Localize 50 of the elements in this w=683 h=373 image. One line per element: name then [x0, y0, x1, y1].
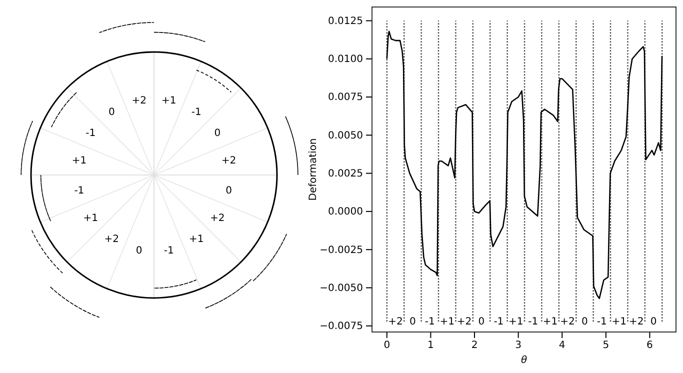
annotation: +2 [560, 316, 575, 328]
annotation: -1 [528, 316, 538, 328]
y-axis-title: Deformation [308, 138, 319, 201]
annotation: +1 [612, 316, 626, 328]
annotation: 0 [478, 316, 485, 328]
text: -1 [86, 128, 96, 140]
text: +2 [210, 212, 225, 224]
x-tick-label: 5 [602, 340, 610, 352]
text: 0 [108, 107, 115, 118]
annotation: -1 [494, 316, 504, 328]
text: +2 [132, 96, 146, 107]
annotation: +2 [388, 316, 403, 328]
text: +2 [221, 156, 236, 167]
text: -1 [74, 185, 84, 196]
text: +1 [83, 212, 98, 224]
x-tick-label: 1 [428, 340, 434, 352]
annotation: -1 [596, 316, 607, 328]
y-tick-label: 0.0075 [328, 92, 363, 104]
x-tick-label: 2 [471, 340, 478, 352]
y-tick-label: −0.0025 [320, 244, 363, 256]
x-axis-title: θ [520, 355, 528, 366]
text: +1 [72, 156, 87, 167]
text: 0 [136, 245, 142, 256]
annotation: +2 [628, 316, 644, 328]
annotation: +1 [508, 316, 524, 328]
text: +1 [162, 96, 176, 107]
text: +1 [188, 234, 204, 245]
text: -1 [191, 107, 202, 118]
x-tick-label: 4 [558, 340, 566, 352]
annotation: +2 [456, 316, 472, 328]
x-tick-label: 6 [646, 340, 653, 352]
annotation: 0 [650, 316, 657, 328]
annotation: 0 [582, 316, 588, 328]
x-tick-label: 0 [384, 340, 390, 352]
y-tick-label: 0.0125 [328, 16, 363, 27]
text: +2 [104, 234, 120, 245]
y-tick-label: −0.0075 [320, 321, 363, 332]
x-tick-label: 3 [515, 340, 522, 352]
text: 0 [226, 185, 232, 196]
y-tick-label: 0.0100 [328, 54, 363, 66]
text: -1 [164, 245, 174, 256]
y-tick-label: 0.0025 [328, 168, 363, 180]
y-tick-label: 0.0050 [328, 130, 363, 142]
text: 0 [214, 128, 221, 140]
annotation: -1 [424, 316, 435, 328]
annotation: 0 [410, 316, 416, 328]
y-tick-label: 0.0000 [328, 206, 363, 218]
annotation: +1 [440, 316, 454, 328]
annotation: +1 [542, 316, 558, 328]
y-tick-label: −0.0050 [320, 282, 363, 294]
